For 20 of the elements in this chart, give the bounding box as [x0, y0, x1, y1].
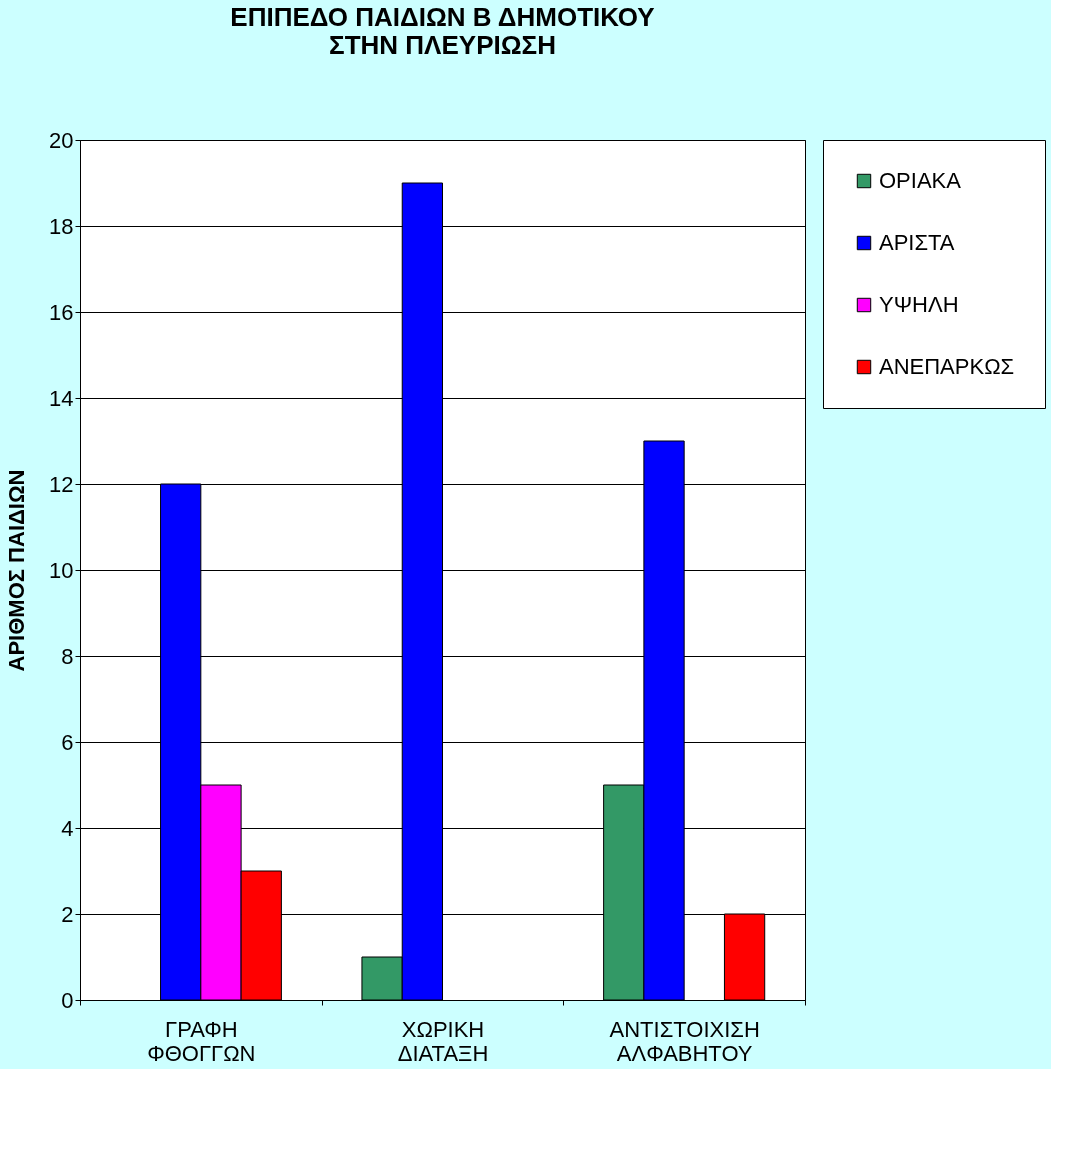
- x-tick-label: ΧΩΡΙΚΗ ΔΙΑΤΑΞΗ: [397, 1016, 489, 1066]
- legend-label: ΥΨΗΛΗ: [879, 292, 959, 317]
- legend-label: ΑΡΙΣΤΑ: [879, 230, 955, 255]
- y-axis-title: ΑΡΙΘΜΟΣ ΠΑΙΔΙΩΝ: [4, 469, 30, 672]
- y-tick-label: 14: [49, 385, 74, 411]
- y-tick-label: 0: [61, 987, 74, 1013]
- y-tick-label: 8: [61, 643, 74, 669]
- y-tick-label: 4: [61, 815, 74, 841]
- y-tick-label: 16: [49, 299, 74, 325]
- y-tick-label: 10: [49, 557, 74, 583]
- y-tick-label: 18: [49, 213, 74, 239]
- x-tick-label: ΓΡΑΦΗ ΦΘΟΓΓΩΝ: [147, 1016, 256, 1066]
- y-tick-label: 2: [61, 901, 74, 927]
- y-tick-label: 20: [49, 127, 74, 153]
- y-tick-label: 12: [49, 471, 74, 497]
- y-tick-label: 6: [61, 729, 74, 755]
- x-tick-label: ΑΝΤΙΣΤΟΙΧΙΣΗ ΑΛΦΑΒΗΤΟΥ: [609, 1016, 760, 1066]
- legend-label: ΟΡΙΑΚΑ: [879, 168, 962, 193]
- chart-title: ΕΠΙΠΕΔΟ ΠΑΙΔΙΩΝ Β ΔΗΜΟΤΙΚΟΥ ΣΤΗΝ ΠΛΕΥΡΙΩΣΗ: [230, 2, 655, 60]
- legend-label: ΑΝΕΠΑΡΚΩΣ: [879, 354, 1015, 379]
